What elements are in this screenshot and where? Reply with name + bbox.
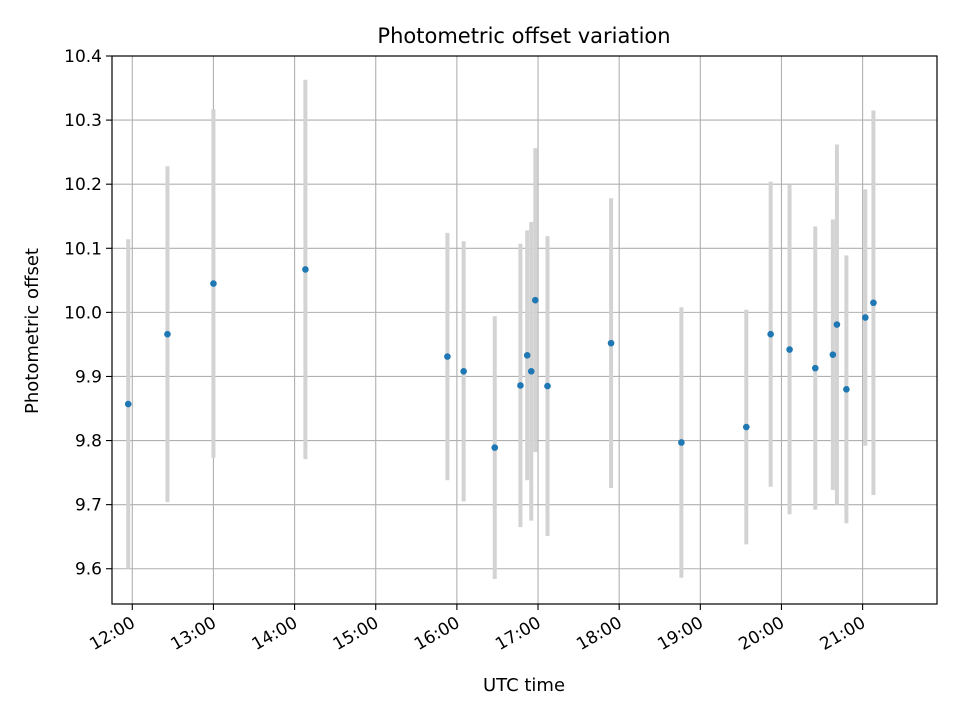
y-axis-label: Photometric offset [22,248,43,414]
y-tick-label: 10.3 [64,111,102,131]
y-tick-label: 10.4 [64,47,102,67]
data-point [460,368,467,375]
y-axis-ticks: 9.6 9.7 9.8 9.9 10.0 10.1 10.2 10.3 10.4 [64,47,112,580]
data-point [607,339,615,347]
data-point [678,439,685,446]
data-point [843,385,850,393]
data-point [829,351,837,358]
data-point [786,346,793,353]
data-point [767,330,774,338]
data-point [210,280,217,287]
data-point [302,266,309,273]
y-tick-label: 9.8 [75,432,102,452]
data-point [811,364,819,372]
y-tick-label: 10.1 [64,239,102,259]
y-tick-label: 10.2 [64,175,102,195]
data-point [164,330,171,338]
data-point [743,423,750,431]
data-point [523,352,531,359]
data-point [517,382,524,389]
data-point [527,368,535,375]
data-point [544,382,551,390]
data-point [124,400,132,408]
plot-frame [111,55,938,605]
data-point [532,296,539,304]
data-point [491,444,499,451]
y-tick-label: 9.6 [75,560,102,580]
data-point [862,314,869,321]
y-tick-label: 10.0 [64,303,102,323]
data-point [870,299,877,307]
data-point [444,353,451,360]
data-point [833,321,841,328]
data-points [124,266,877,451]
x-axis-label: UTC time [483,675,565,696]
y-tick-label: 9.9 [75,367,102,387]
y-tick-label: 9.7 [75,496,102,516]
chart-title: Photometric offset variation [377,24,670,48]
